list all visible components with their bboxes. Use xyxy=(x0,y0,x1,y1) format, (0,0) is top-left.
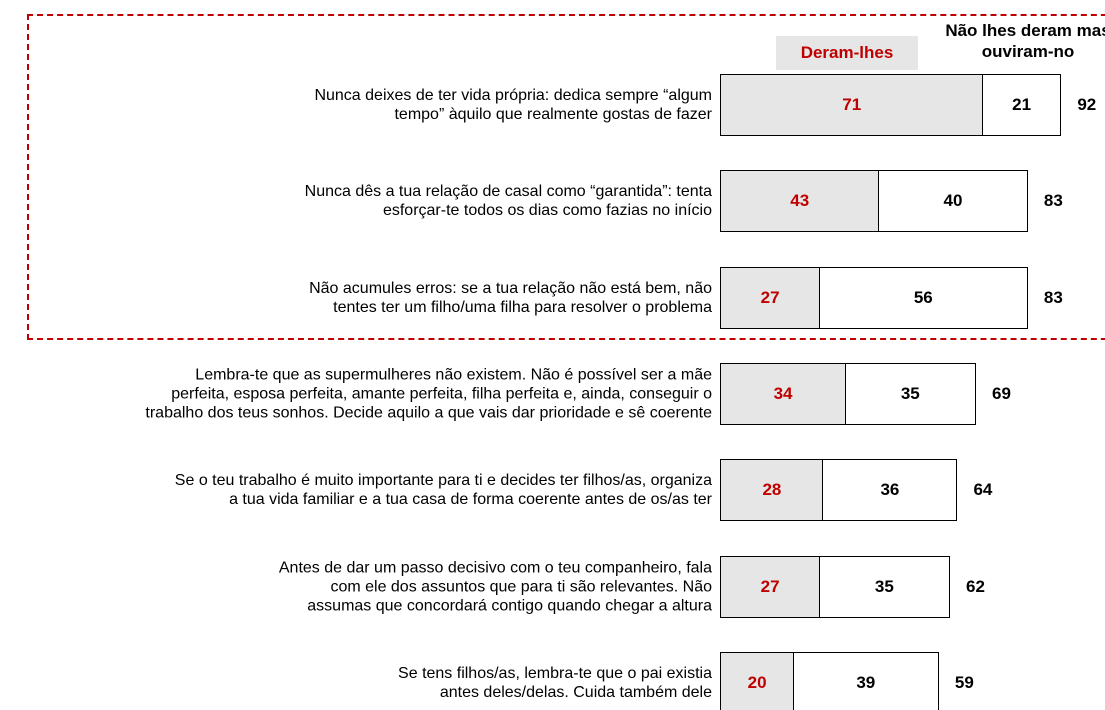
total-label: 92 xyxy=(1077,95,1097,114)
total-label: 59 xyxy=(954,672,974,692)
category-label: Lembra-te que as supermulheres não exist… xyxy=(145,366,712,422)
highlight-box xyxy=(27,14,1105,340)
bar-segment: 39 xyxy=(792,651,939,710)
category-label: Nunca deixes de ter vida própria: dedica… xyxy=(314,87,712,123)
bar-segment: 20 xyxy=(720,651,795,710)
total-label: 64 xyxy=(973,480,993,500)
bar-segment: 40 xyxy=(878,170,1028,233)
bar-segment: 43 xyxy=(720,170,880,233)
bar-segment: 34 xyxy=(720,362,847,425)
category-label: Nunca dês a tua relação de casal como “g… xyxy=(304,183,712,220)
bar-segment: 71 xyxy=(720,74,984,136)
bar-segment: 27 xyxy=(720,266,821,329)
total-label: 83 xyxy=(1043,191,1063,211)
total-label: 83 xyxy=(1043,287,1063,307)
bar-segment: 27 xyxy=(720,555,821,618)
category-label: Não acumules erros: se a tua relação não… xyxy=(309,279,712,316)
category-label: Se o teu trabalho é muito importante par… xyxy=(174,472,712,509)
category-label: Antes de dar um passo decisivo com o teu… xyxy=(278,559,712,614)
legend-entry: Não lhes deram mas ouviram-no xyxy=(945,21,1105,61)
bar-segment: 35 xyxy=(818,555,950,618)
bar-segment: 56 xyxy=(818,266,1028,329)
category-label: Se tens filhos/as, lembra-te que o pai e… xyxy=(398,664,712,701)
bar-segment: 28 xyxy=(720,459,824,522)
bar-segment: 35 xyxy=(844,362,976,425)
total-label: 69 xyxy=(991,383,1011,403)
bar-segment: 21 xyxy=(981,74,1062,136)
bar-segment: 36 xyxy=(822,459,958,522)
total-label: 62 xyxy=(966,576,985,596)
legend-entry: Deram-lhes xyxy=(776,36,918,70)
